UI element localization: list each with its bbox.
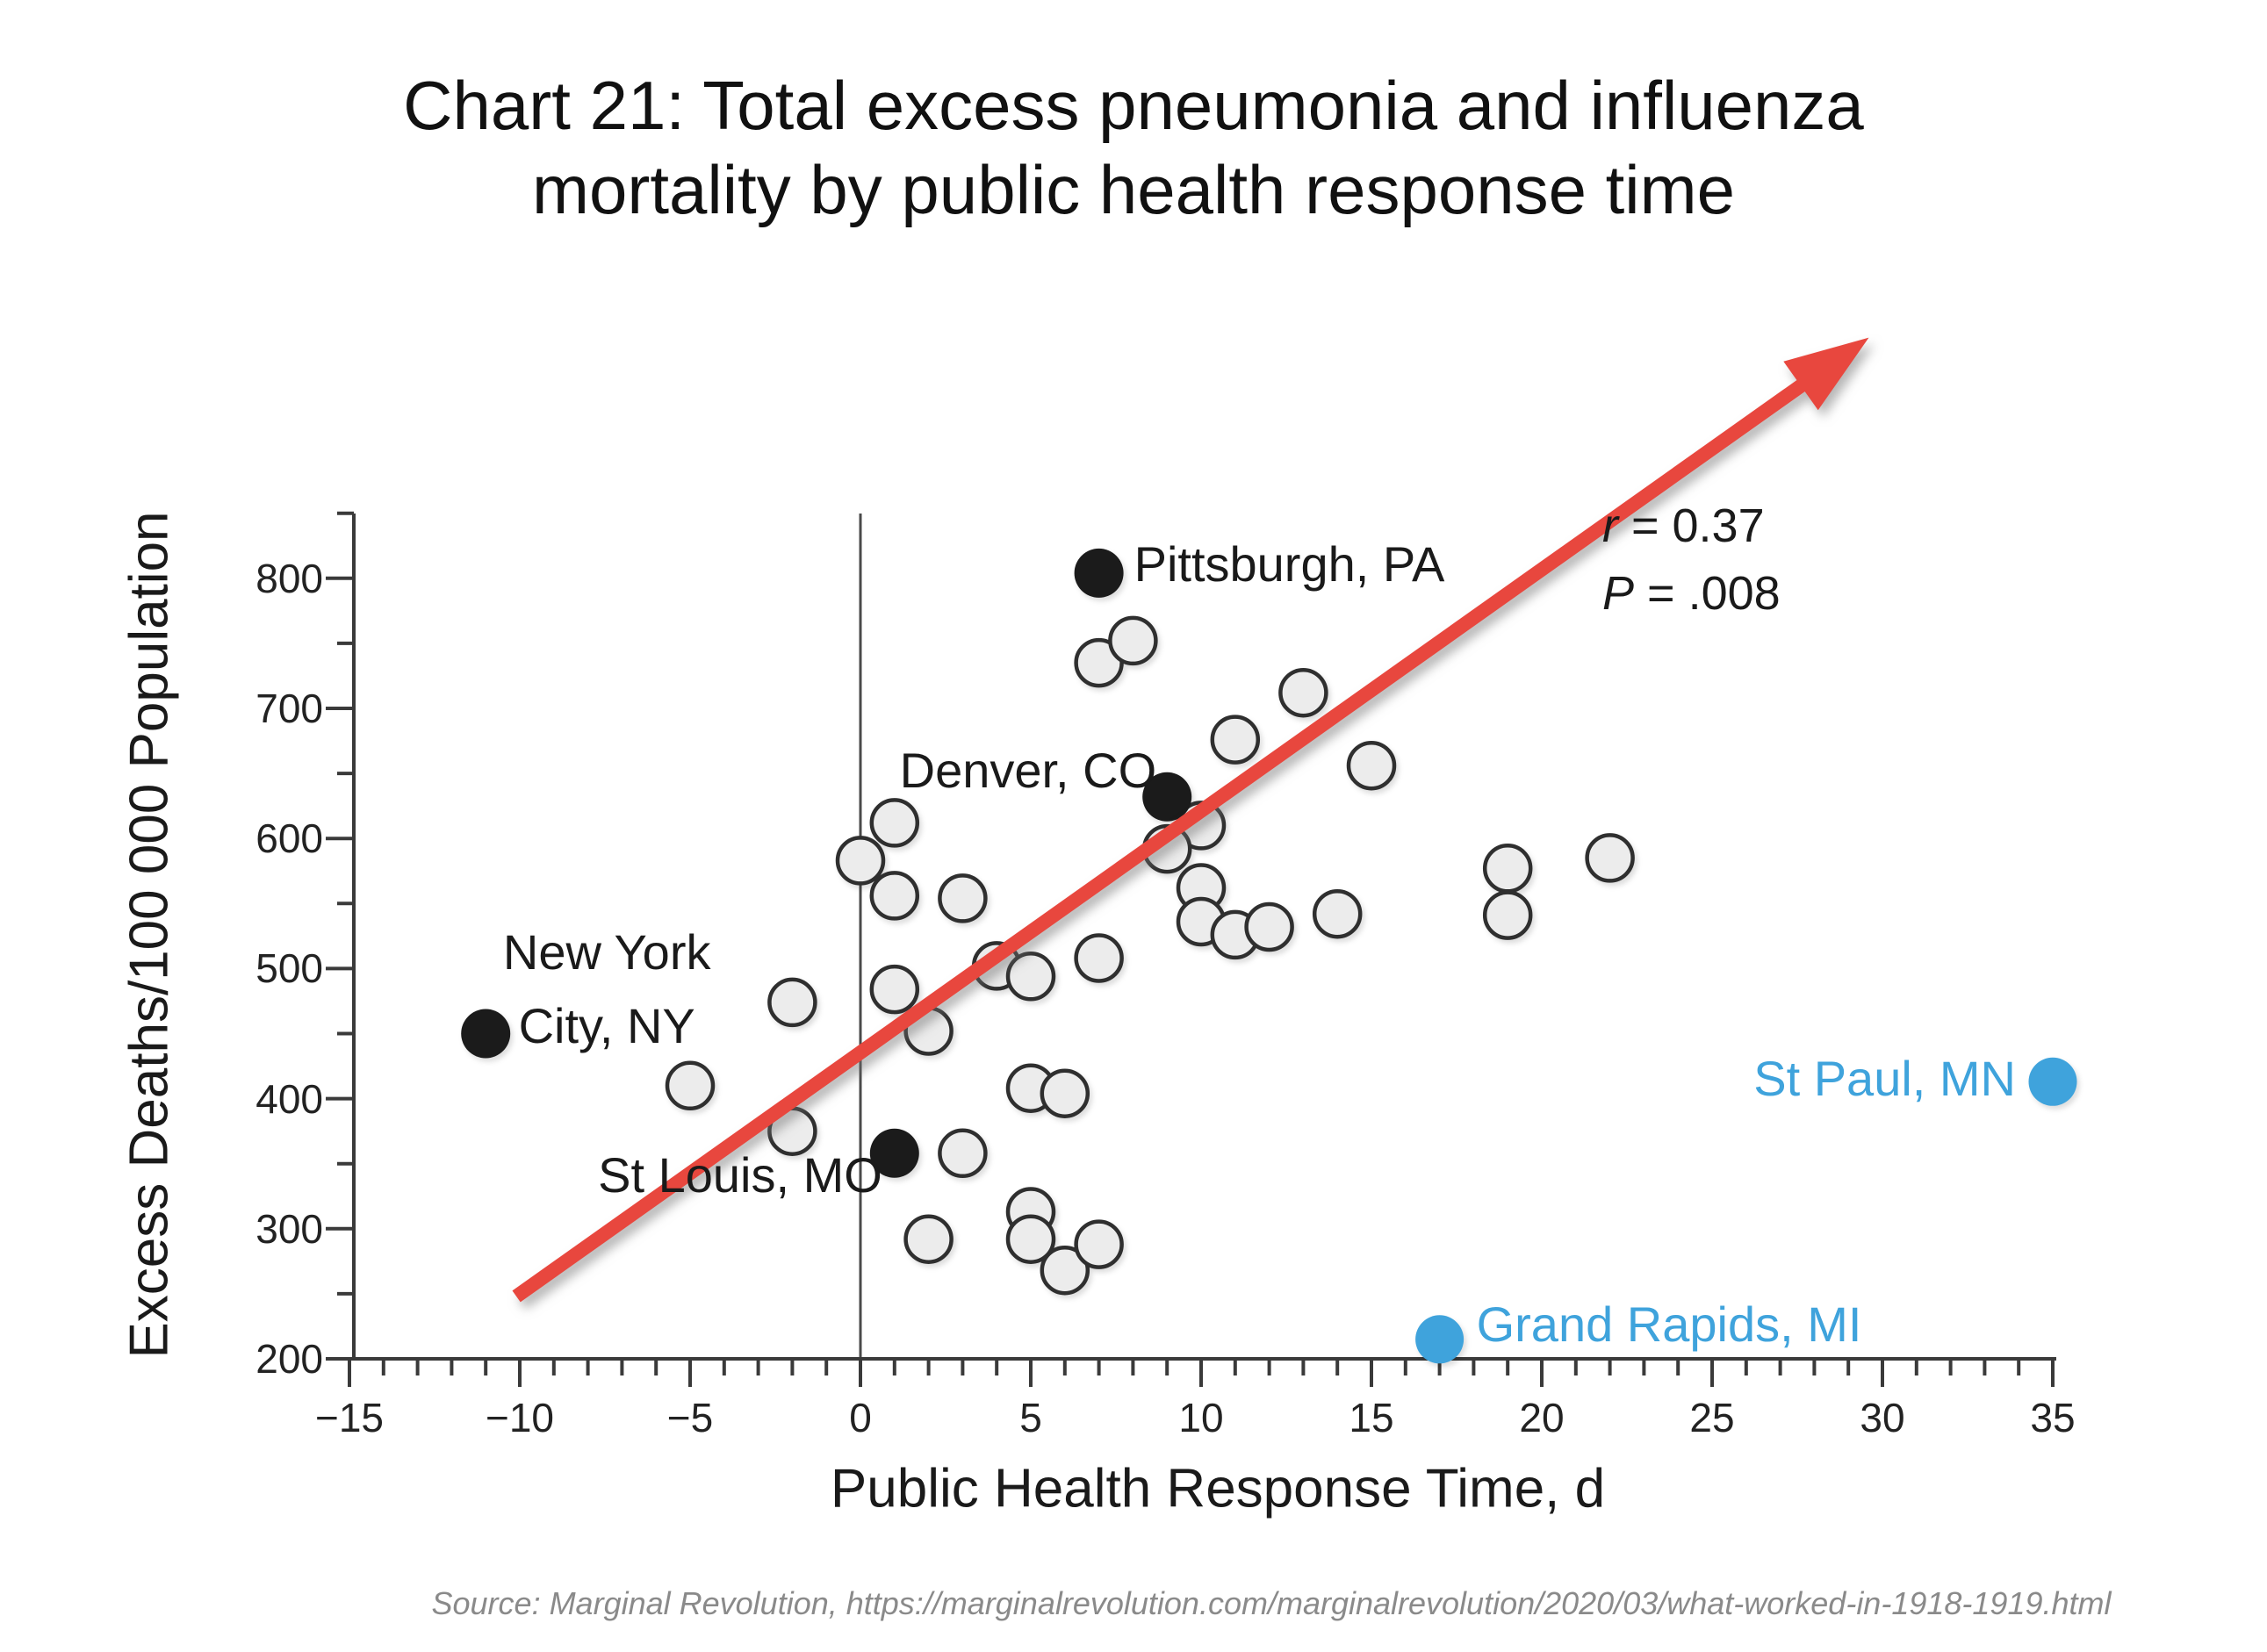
- trend-arrow-line: [512, 377, 1810, 1303]
- y-tick-label-700: 700: [255, 686, 323, 731]
- data-point-city: [1040, 1245, 1090, 1296]
- city-label-line: St Louis, MO: [598, 1146, 882, 1203]
- x-tick-label-−5: −5: [666, 1395, 714, 1440]
- data-point-city: [869, 798, 920, 848]
- label-grand-rapids-mi: Grand Rapids, MI: [1477, 1288, 1862, 1361]
- x-tick-label-0: 0: [849, 1395, 872, 1440]
- x-tick-label-−15: −15: [314, 1395, 385, 1440]
- data-point-city: [835, 836, 886, 886]
- data-point-st-paul-mn: [2028, 1057, 2077, 1106]
- city-label-line: Denver, CO: [899, 742, 1157, 798]
- data-point-city: [767, 977, 817, 1028]
- data-point-city: [1005, 1214, 1056, 1264]
- x-tick-label-20: 20: [1519, 1395, 1565, 1440]
- data-point-st-louis-mo: [869, 1128, 919, 1178]
- y-tick-label-600: 600: [255, 815, 323, 862]
- label-new-york-city-ny: New York City, NY: [503, 916, 711, 1063]
- r-symbol: r: [1602, 499, 1618, 552]
- data-point-city: [1346, 740, 1397, 791]
- p-symbol: P: [1602, 567, 1635, 620]
- correlation-annotation: r = 0.37 P = .008: [1602, 492, 1781, 628]
- data-point-city: [1482, 890, 1533, 940]
- label-denver-co: Denver, CO: [900, 734, 1157, 808]
- data-point-city: [869, 964, 920, 1015]
- data-point-city: [1040, 1068, 1090, 1118]
- data-point-city: [1005, 952, 1056, 1002]
- data-points: [461, 548, 2077, 1364]
- city-label-line: St Paul, MN: [1753, 1051, 2016, 1107]
- y-tick-label-200: 200: [255, 1336, 323, 1382]
- trend-arrow-head: [1783, 337, 1869, 411]
- x-tick-label-35: 35: [2030, 1395, 2076, 1440]
- y-tick-label-800: 800: [255, 555, 323, 601]
- x-tick-label-5: 5: [1019, 1395, 1042, 1440]
- data-point-city: [903, 1214, 954, 1264]
- city-label-line: New York: [502, 923, 711, 980]
- data-point-city: [665, 1060, 716, 1111]
- trend-arrow: [512, 337, 1869, 1303]
- y-axis-title: Excess Deaths/100 000 Population: [119, 511, 180, 1359]
- label-st-louis-mo: St Louis, MO: [598, 1138, 882, 1212]
- data-point-grand-rapids-mi: [1415, 1315, 1465, 1364]
- data-point-city: [1244, 901, 1294, 952]
- data-point-city: [1074, 933, 1124, 983]
- city-label-line: City, NY: [518, 997, 695, 1053]
- x-tick-label-25: 25: [1689, 1395, 1735, 1440]
- data-point-city: [1312, 888, 1363, 939]
- x-tick-label-10: 10: [1178, 1395, 1224, 1440]
- data-point-city: [938, 1128, 988, 1179]
- data-point-new-york-city-ny: [461, 1009, 511, 1059]
- label-pittsburgh-pa: Pittsburgh, PA: [1134, 528, 1445, 601]
- city-label-line: Pittsburgh, PA: [1134, 535, 1445, 592]
- data-point-city: [869, 871, 920, 921]
- data-point-city: [1210, 715, 1261, 765]
- x-axis-title: Public Health Response Time, d: [830, 1458, 1606, 1519]
- y-tick-label-300: 300: [255, 1205, 323, 1252]
- y-tick-label-400: 400: [255, 1075, 323, 1122]
- data-point-denver-co: [1142, 772, 1192, 822]
- r-value: r = 0.37: [1602, 499, 1765, 552]
- city-label-line: Grand Rapids, MI: [1476, 1296, 1862, 1352]
- data-point-pittsburgh-pa: [1074, 548, 1124, 598]
- label-st-paul-mn: St Paul, MN: [1753, 1042, 2016, 1116]
- data-point-city: [1074, 637, 1124, 688]
- data-point-city: [1278, 667, 1328, 718]
- chart-title-line2: mortality by public health response time: [532, 151, 1735, 228]
- data-point-city: [1108, 615, 1158, 666]
- source-attribution: Source: Marginal Revolution, https://mar…: [431, 1585, 2112, 1621]
- x-tick-label-−10: −10: [485, 1395, 555, 1440]
- chart-title-line1: Chart 21: Total excess pneumonia and inf…: [403, 67, 1864, 144]
- p-value: P = .008: [1602, 567, 1781, 620]
- data-point-city: [938, 873, 988, 923]
- data-point-city: [1585, 833, 1635, 883]
- x-tick-label-30: 30: [1860, 1395, 1905, 1440]
- data-point-city: [1482, 844, 1533, 894]
- x-tick-label-15: 15: [1349, 1395, 1394, 1440]
- data-point-city: [1074, 1219, 1124, 1269]
- y-tick-label-500: 500: [255, 945, 323, 992]
